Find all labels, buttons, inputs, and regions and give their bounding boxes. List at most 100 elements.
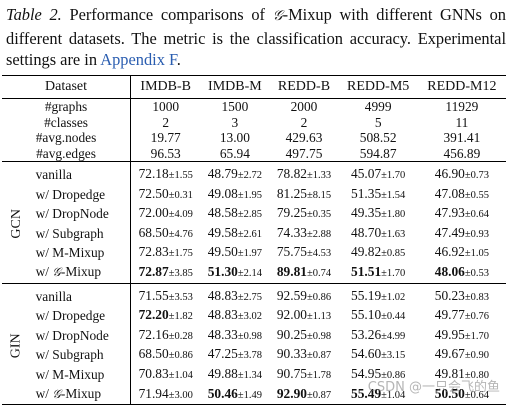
mean-value: 55.49: [351, 385, 382, 401]
stats-value: 2: [300, 114, 308, 130]
result-cell: 72.16±0.28: [131, 326, 201, 346]
mean-value: 90.25: [276, 326, 307, 342]
std-value: ±0.35: [307, 209, 331, 220]
stats-value: 13.00: [219, 130, 250, 145]
plus-minus-sign: ±: [464, 350, 471, 362]
spacer-cell: [31, 282, 132, 287]
plus-minus-sign: ±: [168, 330, 175, 342]
mean-value: 68.50: [138, 346, 169, 362]
result-cell: 49.95±1.70: [418, 326, 506, 346]
mean-value: 45.07: [351, 166, 382, 181]
result-cell: 90.75±1.78: [269, 365, 338, 385]
appendix-link[interactable]: Appendix F: [100, 50, 177, 69]
result-row: w/ M-Mixup 72.83±1.75 49.50±1.97 75.75±4.53…: [2, 243, 506, 263]
spacer-cell: [269, 282, 339, 287]
std-value: ±0.87: [307, 350, 331, 361]
std-value: ±4.99: [381, 331, 405, 342]
std-number: 0.53: [470, 267, 490, 279]
mean-value: 74.33: [276, 224, 307, 240]
plus-minus-sign: ±: [237, 389, 244, 401]
std-value: ±1.70: [381, 268, 405, 279]
mean-value: 68.50: [138, 224, 169, 240]
plus-minus-sign: ±: [381, 311, 387, 323]
plus-minus-sign: ±: [306, 248, 313, 260]
spacer-cell: [338, 282, 418, 287]
stats-label: #avg.edges: [2, 145, 132, 162]
mean-value: 92.90: [276, 385, 307, 401]
mean-value: 49.67: [434, 346, 465, 362]
std-value: ±1.78: [307, 370, 331, 381]
mean-value: 48.79: [207, 166, 238, 181]
caption-label: Table 2.: [6, 5, 62, 24]
mean-value: 72.83: [138, 244, 169, 260]
std-number: 3.78: [243, 350, 263, 362]
method-label: w/ DropNode: [31, 325, 132, 346]
plus-minus-sign: ±: [168, 248, 175, 260]
std-value: ±4.09: [169, 209, 193, 220]
section-label: GCN: [8, 209, 24, 240]
plus-minus-sign: ±: [237, 330, 244, 342]
mean-value: 55.10: [351, 307, 382, 323]
mean-value: 48.83: [207, 287, 238, 303]
std-value: ±3.02: [238, 311, 262, 322]
plus-minus-sign: ±: [381, 389, 387, 401]
std-value: ±1.63: [381, 229, 405, 240]
mean-value: 75.75: [276, 244, 307, 260]
method-g-symbol: 𝒢: [52, 387, 61, 402]
plus-minus-sign: ±: [237, 350, 244, 362]
result-cell: 48.83±2.75: [200, 287, 269, 307]
std-value: ±0.80: [465, 370, 489, 381]
std-value: ±0.86: [381, 370, 405, 381]
plus-minus-sign: ±: [168, 389, 175, 401]
mean-value: 71.55: [138, 287, 169, 303]
std-value: ±0.31: [169, 190, 193, 201]
method-label: w/ Dropedge: [31, 184, 132, 205]
result-cell: 47.93±0.64: [418, 204, 506, 224]
std-number: 0.73: [470, 170, 490, 181]
std-number: 1.54: [386, 189, 406, 201]
std-value: ±3.53: [169, 292, 193, 303]
spacer-cell: [2, 161, 32, 165]
std-number: 3.02: [243, 311, 263, 323]
results-table: Dataset IMDB-B IMDB-M REDD-B REDD-M5 RED…: [2, 75, 508, 405]
plus-minus-sign: ±: [306, 209, 313, 221]
mean-value: 50.46: [207, 385, 238, 401]
std-value: ±0.86: [307, 292, 331, 303]
std-number: 0.64: [470, 209, 490, 221]
std-number: 3.15: [386, 350, 406, 362]
table-caption: Table 2. Performance comparisons of 𝒢-Mi…: [6, 4, 506, 71]
mean-value: 72.16: [138, 326, 169, 342]
std-number: 1.75: [174, 248, 193, 260]
plus-minus-sign: ±: [168, 170, 175, 181]
plus-minus-sign: ±: [381, 267, 387, 279]
std-number: 1.34: [243, 369, 263, 381]
result-cell: 49.08±1.95: [200, 185, 269, 205]
mean-value: 49.95: [434, 326, 465, 342]
plus-minus-sign: ±: [464, 209, 471, 221]
result-row: w/ 𝒢-Mixup 72.87±3.85 51.30±2.14 89.81±0.74…: [2, 262, 506, 284]
result-cell: 46.92±1.05: [418, 243, 506, 263]
result-cell: 45.07±1.70: [339, 165, 418, 185]
result-row: w/ DropNode 72.00±4.09 48.58±2.85 79.25±0.3…: [2, 204, 506, 224]
std-value: ±0.83: [465, 292, 489, 303]
result-cell: 46.90±0.73: [418, 165, 506, 185]
plus-minus-sign: ±: [381, 330, 387, 342]
std-number: 0.86: [174, 350, 193, 362]
stats-value: 1500: [200, 98, 270, 115]
std-number: 1.33: [312, 170, 332, 181]
results-table-grid: Dataset IMDB-B IMDB-M REDD-B REDD-M5 RED…: [2, 75, 506, 405]
mean-value: 90.75: [276, 365, 307, 381]
std-number: 1.82: [174, 311, 193, 323]
mean-value: 49.50: [207, 244, 238, 260]
std-value: ±1.04: [381, 390, 405, 401]
plus-minus-sign: ±: [237, 311, 244, 323]
mean-value: 72.87: [138, 263, 169, 279]
result-cell: 49.35±1.80: [339, 204, 418, 224]
result-row: w/ Subgraph 68.50±4.76 49.58±2.61 74.33±2.8…: [2, 223, 506, 244]
section-label-cell: GIN: [2, 286, 32, 405]
std-value: ±0.55: [465, 190, 489, 201]
std-number: 1.13: [312, 311, 332, 323]
spacer-cell: [2, 282, 32, 287]
plus-minus-sign: ±: [306, 189, 313, 201]
mean-value: 72.00: [138, 205, 169, 221]
